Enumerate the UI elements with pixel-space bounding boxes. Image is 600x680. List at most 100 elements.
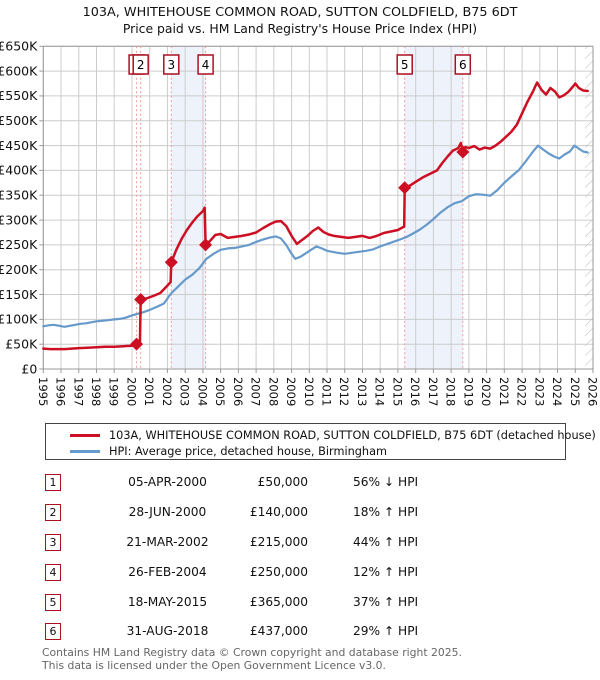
sale-hpi-delta: 12% ↑ HPI	[353, 565, 419, 579]
sale-price: £140,000	[249, 505, 308, 519]
sale-marker-diamond	[130, 337, 144, 351]
sale-hpi-delta: 18% ↑ HPI	[353, 505, 419, 519]
sale-marker-box: 4	[197, 54, 214, 75]
svg-text:5: 5	[401, 58, 409, 72]
x-axis-tick-label: 2023	[532, 377, 546, 406]
page-title: 103A, WHITEHOUSE COMMON ROAD, SUTTON COL…	[0, 5, 600, 36]
series-line	[42, 144, 589, 328]
copyright-footer: Contains HM Land Registry data © Crown c…	[42, 646, 582, 672]
legend-item-hpi: HPI: Average price, detached house, Birm…	[52, 443, 559, 459]
x-axis-tick-label: 2015	[390, 377, 404, 406]
chart-legend: 103A, WHITEHOUSE COMMON ROAD, SUTTON COL…	[45, 423, 596, 460]
y-axis-tick-label: £150K	[0, 287, 38, 302]
sale-marker-diamond	[199, 238, 213, 252]
y-axis-tick-label: £600K	[0, 63, 38, 78]
sale-number-badge: 5	[45, 594, 61, 611]
x-axis-tick-label: 1996	[54, 377, 68, 406]
y-axis-tick-label: £200K	[0, 262, 38, 277]
table-row: 6 31-AUG-2018 £437,000 29% ↑ HPI	[45, 623, 565, 643]
x-axis-tick-label: 2006	[231, 377, 245, 406]
price-chart-area: £650K £600K £550K £500K £450K £400K £350K £300K…	[0, 39, 600, 407]
series-line	[42, 81, 589, 351]
legend-label: 103A, WHITEHOUSE COMMON ROAD, SUTTON COL…	[109, 428, 596, 442]
sale-marker-box: 2	[132, 54, 149, 75]
y-axis-tick-label: £250K	[0, 237, 38, 252]
x-axis-tick-label: 2024	[550, 377, 564, 406]
x-axis-tick-label: 2011	[320, 377, 334, 406]
sale-marker-diamond	[398, 181, 412, 195]
table-row: 3 21-MAR-2002 £215,000 44% ↑ HPI	[45, 534, 565, 554]
sale-date: 18-MAY-2015	[127, 595, 208, 609]
x-axis-tick-label: 2019	[461, 377, 475, 406]
footer-line2: This data is licensed under the Open Gov…	[42, 658, 386, 672]
x-axis-tick-label: 2018	[444, 377, 458, 406]
y-axis-tick-label: £550K	[0, 88, 38, 103]
x-axis-tick-label: 2009	[284, 377, 298, 406]
sale-number-badge: 3	[45, 534, 61, 551]
sale-marker-box: 5	[396, 54, 413, 75]
sale-price: £50,000	[257, 475, 308, 489]
y-axis-tick-label: £300K	[0, 212, 38, 227]
y-axis-tick-label: £50K	[5, 337, 38, 352]
chart-subtitle: Price paid vs. HM Land Registry's House …	[122, 20, 478, 36]
sale-number-badge: 6	[45, 623, 61, 640]
svg-text:2: 2	[137, 58, 145, 72]
sale-date: 31-AUG-2018	[126, 624, 209, 638]
x-axis-tick-label: 2002	[160, 377, 174, 406]
hpi-line-swatch	[70, 449, 100, 453]
sale-date: 05-APR-2000	[128, 475, 207, 489]
x-axis-tick-label: 2020	[479, 377, 493, 406]
sale-hpi-delta: 56% ↓ HPI	[353, 475, 419, 489]
y-axis-tick-label: £350K	[0, 188, 38, 203]
table-row: 1 05-APR-2000 £50,000 56% ↓ HPI	[45, 474, 565, 494]
x-axis-tick-label: 2004	[195, 377, 209, 406]
y-axis-tick-label: £450K	[0, 138, 38, 153]
footer-line1: Contains HM Land Registry data © Crown c…	[42, 646, 462, 659]
y-axis-tick-label: £400K	[0, 163, 38, 178]
x-axis-tick-label: 2012	[337, 377, 351, 406]
x-axis-tick-label: 2007	[249, 377, 263, 406]
future-hatch-region	[585, 46, 593, 370]
sale-marker-diamond	[456, 145, 470, 159]
y-axis-tick-label: £650K	[0, 39, 38, 54]
x-axis-tick-label: 2005	[213, 377, 227, 406]
svg-text:6: 6	[459, 58, 467, 72]
ownership-band	[171, 46, 206, 370]
sale-hpi-delta: 29% ↑ HPI	[353, 624, 419, 638]
x-axis-tick-label: 2026	[586, 377, 600, 406]
sale-price: £215,000	[249, 535, 308, 549]
y-axis-tick-label: £500K	[0, 113, 38, 128]
x-axis-tick-label: 2003	[178, 377, 192, 406]
svg-text:4: 4	[202, 58, 210, 72]
price-chart: £650K £600K £550K £500K £450K £400K £350K £300K…	[0, 39, 600, 407]
sale-number-badge: 1	[45, 474, 61, 491]
sale-hpi-delta: 44% ↑ HPI	[353, 535, 419, 549]
legend-item-price: 103A, WHITEHOUSE COMMON ROAD, SUTTON COL…	[52, 427, 596, 443]
x-axis-tick-label: 1999	[107, 377, 121, 406]
y-axis-tick-label: £100K	[0, 312, 38, 327]
sale-date: 21-MAR-2002	[126, 535, 209, 549]
price-line-swatch	[70, 433, 100, 437]
y-axis-tick-label: £0	[21, 361, 37, 376]
x-axis-tick-label: 2001	[142, 377, 156, 406]
svg-text:3: 3	[167, 58, 175, 72]
sale-number-badge: 2	[45, 504, 61, 521]
x-axis-tick-label: 1997	[71, 377, 85, 406]
x-axis-tick-label: 1995	[36, 377, 50, 406]
sale-price: £250,000	[249, 565, 308, 579]
x-axis-tick-label: 2016	[408, 377, 422, 406]
address-title: 103A, WHITEHOUSE COMMON ROAD, SUTTON COL…	[82, 5, 518, 20]
x-axis-tick-label: 2021	[497, 377, 511, 406]
x-axis-tick-label: 2000	[125, 377, 139, 406]
x-axis-tick-label: 2014	[373, 377, 387, 406]
sale-marker-box: 6	[454, 54, 472, 75]
x-axis-tick-label: 2010	[302, 377, 316, 406]
x-axis-tick-label: 2022	[515, 377, 529, 406]
sale-marker-diamond	[164, 255, 178, 269]
sale-date: 26-FEB-2004	[128, 565, 207, 579]
sale-marker-diamond	[134, 292, 148, 306]
sale-price: £437,000	[249, 624, 308, 638]
x-axis-tick-label: 2017	[426, 377, 440, 406]
table-row: 4 26-FEB-2004 £250,000 12% ↑ HPI	[45, 564, 565, 584]
sale-number-badge: 4	[45, 564, 61, 581]
